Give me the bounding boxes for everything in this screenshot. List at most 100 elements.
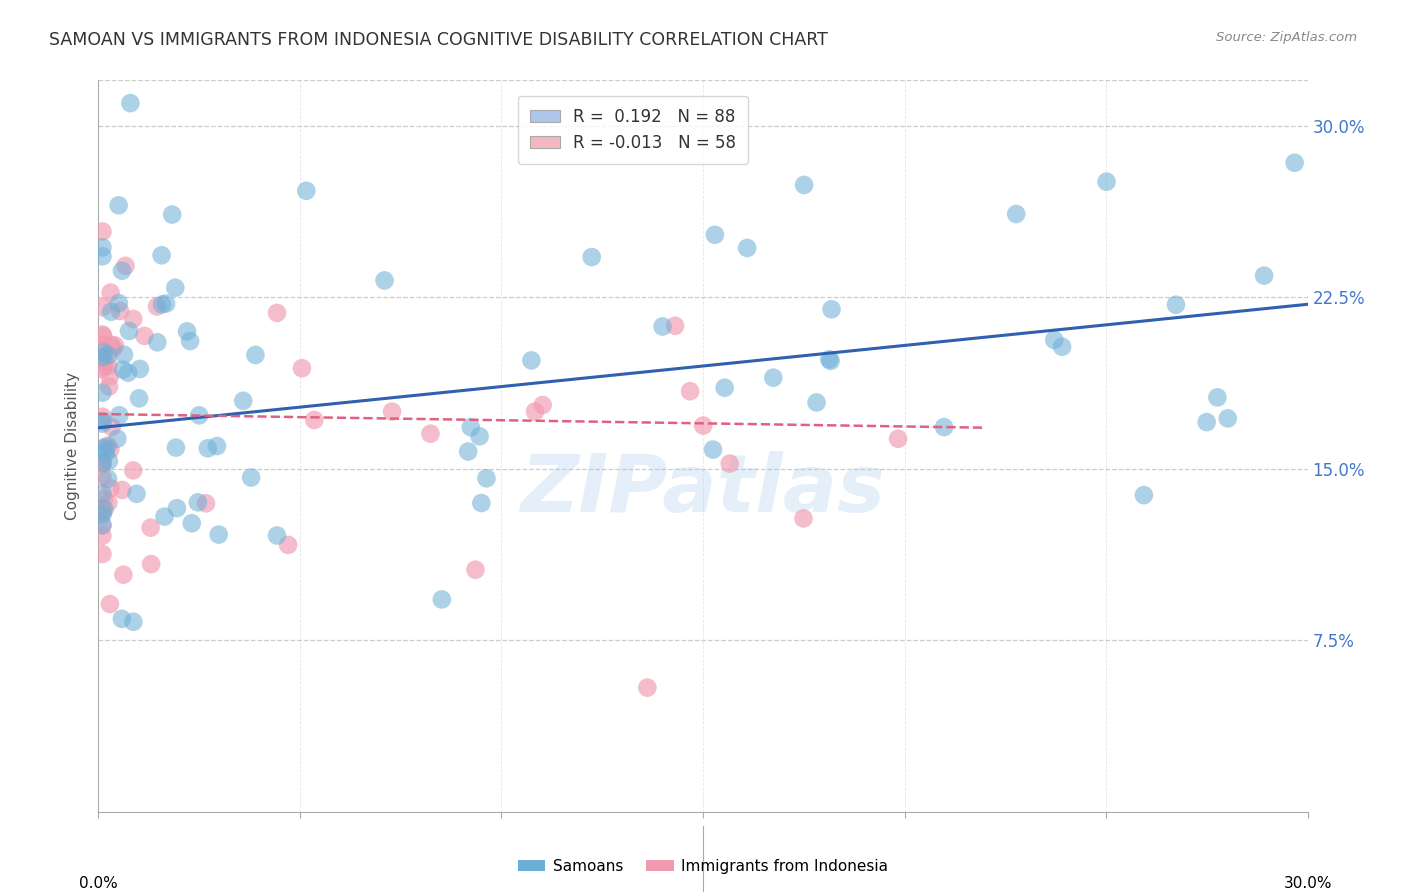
Point [103,341,125,355]
Point [91,362,114,376]
Point [188,409,211,423]
Text: ZIPatlas: ZIPatlas [520,450,886,529]
Point [91,385,114,400]
Point [91,507,114,521]
Point [180,516,202,531]
Point [91,249,114,263]
Point [818,352,841,367]
Point [1164,298,1187,312]
Point [240,470,263,484]
Point [1216,411,1239,425]
Point [165,441,187,455]
Point [94,355,117,369]
Point [91,501,114,516]
Point [679,384,702,399]
Point [165,281,187,295]
Point [91,225,114,239]
Point [91,456,114,470]
Point [141,557,163,571]
Point [713,381,735,395]
Point [468,429,491,443]
Point [197,442,219,456]
Point [304,413,326,427]
Point [146,300,169,314]
Point [460,420,482,434]
Point [373,273,395,287]
Point [166,501,188,516]
Point [266,306,288,320]
Point [1050,340,1073,354]
Point [887,432,910,446]
Point [1253,268,1275,283]
Text: Source: ZipAtlas.com: Source: ZipAtlas.com [1216,31,1357,45]
Point [692,418,714,433]
Point [475,471,498,485]
Point [94,445,117,459]
Point [100,481,122,495]
Point [232,393,254,408]
Point [266,528,288,542]
Point [806,395,828,409]
Point [93,345,115,359]
Legend: Samoans, Immigrants from Indonesia: Samoans, Immigrants from Indonesia [512,853,894,880]
Point [122,312,145,326]
Point [520,353,543,368]
Point [1133,488,1156,502]
Point [187,495,209,509]
Point [702,442,724,457]
Point [1043,333,1066,347]
Point [153,509,176,524]
Point [111,612,134,626]
Point [91,417,114,431]
Point [97,438,120,452]
Point [97,348,120,362]
Point [1095,175,1118,189]
Point [91,487,114,501]
Point [98,369,121,384]
Point [104,338,127,352]
Point [470,496,492,510]
Point [112,567,135,582]
Point [139,521,162,535]
Point [100,285,122,300]
Point [1206,391,1229,405]
Point [91,456,114,470]
Point [155,296,177,310]
Legend: R =  0.192   N = 88, R = -0.013   N = 58: R = 0.192 N = 88, R = -0.013 N = 58 [517,96,748,163]
Point [91,529,114,543]
Point [91,458,114,472]
Point [1284,155,1306,169]
Point [91,350,114,364]
Point [97,359,120,373]
Point [91,470,114,484]
Point [91,505,114,519]
Text: 30.0%: 30.0% [1284,876,1331,891]
Point [581,250,603,264]
Point [91,329,114,343]
Point [111,483,134,497]
Point [531,398,554,412]
Point [464,563,486,577]
Point [793,178,815,192]
Point [792,511,814,525]
Point [91,337,114,351]
Point [96,440,118,454]
Point [111,263,134,277]
Point [98,442,121,457]
Point [205,439,228,453]
Point [664,318,686,333]
Point [91,327,114,342]
Point [457,444,479,458]
Point [932,420,955,434]
Point [208,527,231,541]
Point [111,362,134,376]
Point [128,392,150,406]
Point [277,538,299,552]
Point [430,592,453,607]
Point [100,338,122,352]
Point [114,259,136,273]
Point [108,296,131,310]
Point [295,184,318,198]
Point [117,366,139,380]
Point [129,362,152,376]
